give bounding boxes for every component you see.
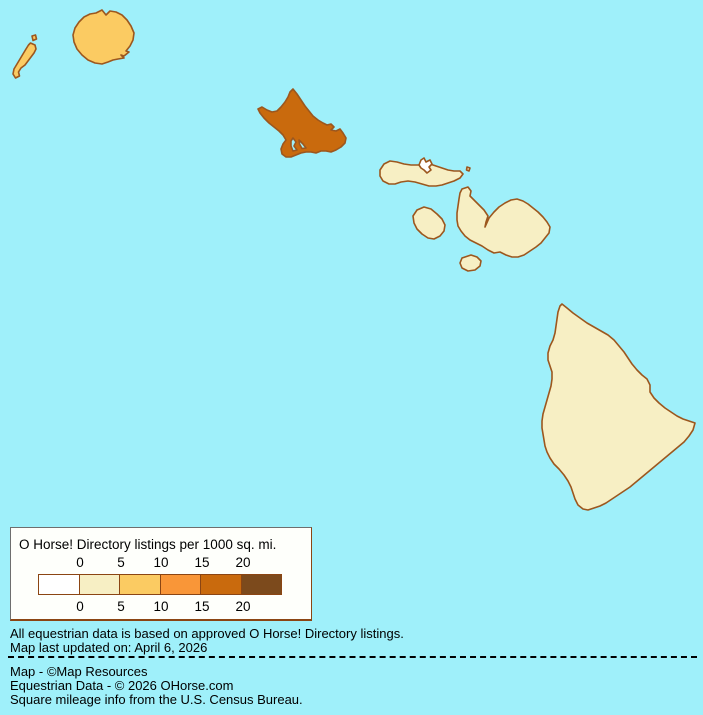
legend-swatch-20-plus <box>240 575 281 594</box>
footnote-census-credit: Square mileage info from the U.S. Census… <box>10 692 303 707</box>
island-oahu[interactable] <box>257 88 347 158</box>
island-kauai[interactable] <box>72 9 135 65</box>
footnote-map-credit: Map - ©Map Resources <box>10 664 148 679</box>
legend-swatch-15-20 <box>200 575 241 594</box>
island-lehua[interactable] <box>31 34 38 42</box>
legend-swatch-0 <box>39 575 79 594</box>
legend-tick: 20 <box>235 599 251 614</box>
dashed-separator <box>8 656 697 658</box>
legend-color-ramp <box>38 574 282 595</box>
legend-ticks-bottom: 0 5 10 15 20 <box>11 599 311 615</box>
island-maui[interactable] <box>456 186 551 258</box>
island-lanai[interactable] <box>412 206 446 240</box>
footnote-data-disclaimer: All equestrian data is based on approved… <box>10 626 404 641</box>
legend-swatch-5-10 <box>119 575 160 594</box>
island-mokuhooniki[interactable] <box>465 166 471 172</box>
pearl-harbor-inlet <box>290 137 298 152</box>
island-kahoolawe[interactable] <box>459 254 482 272</box>
legend-tick: 20 <box>235 555 251 570</box>
legend-swatch-10-15 <box>159 575 200 594</box>
footnote-last-updated: Map last updated on: April 6, 2026 <box>10 640 208 655</box>
legend-swatch-0-5 <box>78 575 119 594</box>
pearl-harbor-inlet <box>298 139 307 150</box>
footnote-equestrian-data-credit: Equestrian Data - © 2026 OHorse.com <box>10 678 234 693</box>
legend-tick: 15 <box>194 599 210 614</box>
legend-tick: 15 <box>194 555 210 570</box>
legend-tick: 0 <box>76 555 84 570</box>
island-hawaii[interactable] <box>541 303 696 511</box>
legend-box: O Horse! Directory listings per 1000 sq.… <box>10 527 312 621</box>
legend-tick: 10 <box>153 555 169 570</box>
legend-ticks-top: 0 5 10 15 20 <box>11 555 311 571</box>
legend-tick: 5 <box>117 599 125 614</box>
island-kalawao[interactable] <box>418 157 433 174</box>
legend-tick: 5 <box>117 555 125 570</box>
legend-tick: 0 <box>76 599 84 614</box>
island-niihau[interactable] <box>12 42 37 79</box>
legend-title: O Horse! Directory listings per 1000 sq.… <box>19 537 277 552</box>
island-molokai[interactable] <box>379 160 464 187</box>
legend-tick: 10 <box>153 599 169 614</box>
